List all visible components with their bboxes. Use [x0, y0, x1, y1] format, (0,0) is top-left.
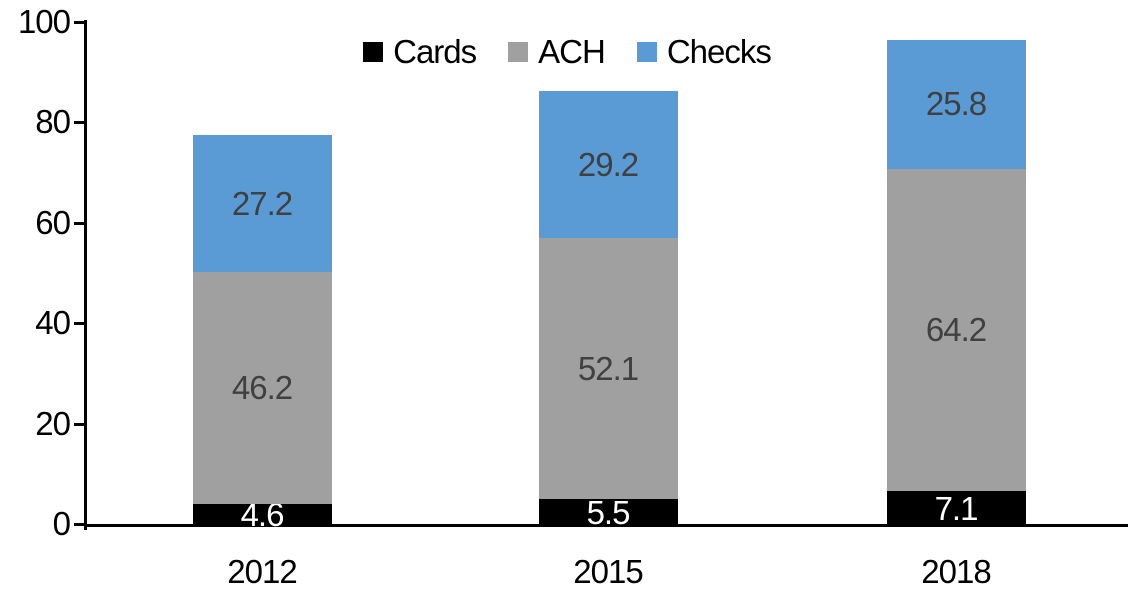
bar-segment-checks — [538, 91, 678, 238]
y-tick — [74, 121, 84, 125]
bar-2015: 5.5 52.1 29.2 — [538, 0, 678, 532]
legend-label-cards: Cards — [393, 33, 477, 70]
bar-segment-checks — [886, 39, 1026, 170]
bar-segment-checks — [192, 135, 332, 272]
y-tick — [74, 422, 84, 426]
segment-value-label: 64.2 — [925, 311, 987, 349]
legend-swatch-ach-icon — [508, 42, 529, 62]
y-tick-label: 40 — [35, 304, 71, 342]
bar-segment-ach — [538, 237, 678, 500]
legend-item-cards: Cards — [363, 33, 477, 70]
segment-value-label: 46.2 — [231, 368, 293, 406]
legend: Cards ACH Checks — [0, 34, 1134, 70]
y-axis — [84, 20, 87, 530]
y-tick — [74, 322, 84, 326]
y-tick — [74, 21, 84, 24]
bar-segment-cards — [538, 499, 678, 527]
x-label-2015: 2015 — [573, 553, 643, 590]
segment-value-label: 52.1 — [577, 349, 639, 387]
y-tick-label: 100 — [17, 3, 71, 40]
legend-label-checks: Checks — [666, 33, 772, 70]
segment-value-label: 27.2 — [231, 184, 293, 222]
bar-2018: 7.1 64.2 25.8 — [886, 0, 1026, 528]
segment-value-label: 5.5 — [586, 494, 631, 532]
segment-value-label: 7.1 — [934, 490, 979, 528]
x-label-2012: 2012 — [227, 553, 297, 590]
bar-segment-cards — [192, 503, 332, 527]
segment-value-label: 25.8 — [925, 85, 987, 123]
segment-value-label: 29.2 — [577, 145, 639, 183]
bar-2012: 4.6 46.2 27.2 — [192, 0, 332, 532]
legend-swatch-cards-icon — [363, 42, 384, 62]
y-tick-label: 20 — [35, 404, 71, 442]
x-label-2018: 2018 — [921, 553, 991, 590]
y-tick-label: 80 — [35, 103, 71, 141]
legend-item-ach: ACH — [508, 33, 606, 70]
bar-segment-ach — [192, 272, 332, 504]
y-tick-label: 0 — [52, 505, 71, 542]
bar-segment-cards — [886, 491, 1026, 527]
legend-item-checks: Checks — [636, 33, 772, 70]
bar-segment-ach — [886, 169, 1026, 492]
legend-swatch-checks-icon — [636, 42, 657, 62]
y-tick — [74, 523, 84, 526]
legend-label-ach: ACH — [538, 33, 606, 70]
y-tick-label: 60 — [35, 203, 71, 241]
y-tick — [74, 221, 84, 225]
